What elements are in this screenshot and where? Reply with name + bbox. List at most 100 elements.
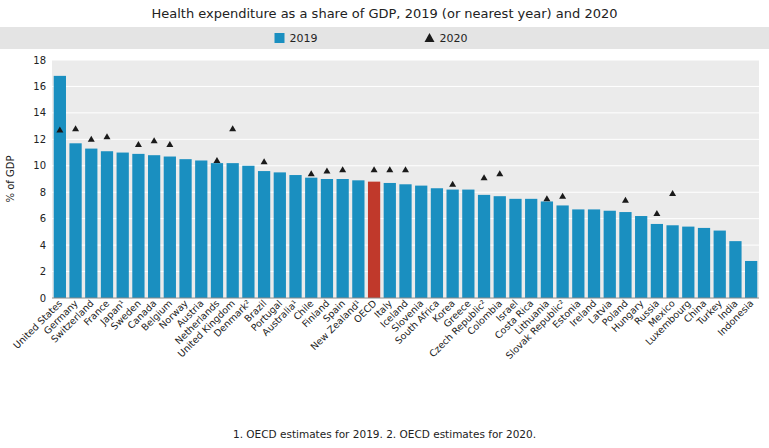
- legend-background: [0, 27, 769, 49]
- bar: [132, 154, 144, 298]
- series-bar: [54, 76, 758, 298]
- bar: [69, 143, 81, 298]
- marker: [622, 197, 629, 203]
- bar: [289, 175, 301, 298]
- y-axis-label: % of GDP: [5, 156, 16, 203]
- bar: [148, 155, 160, 298]
- bar: [321, 179, 333, 298]
- bar: [399, 184, 411, 298]
- marker: [559, 193, 566, 199]
- bar: [242, 166, 254, 298]
- bar: [305, 178, 317, 298]
- bar: [337, 179, 349, 298]
- bar: [604, 211, 616, 298]
- bar: [117, 153, 129, 298]
- grid-line: [52, 86, 759, 87]
- marker: [449, 181, 456, 187]
- bar: [556, 205, 568, 298]
- y-tick-label: 12: [33, 134, 46, 145]
- legend-label: 2020: [440, 32, 468, 45]
- marker: [669, 190, 676, 196]
- marker: [496, 170, 503, 176]
- grid-line: [52, 112, 759, 113]
- bar: [572, 209, 584, 298]
- marker: [213, 157, 220, 163]
- series-scatter: [56, 125, 676, 216]
- bar: [179, 159, 191, 298]
- marker: [166, 141, 173, 147]
- bar: [635, 216, 647, 298]
- x-tick-label: South Africa: [393, 298, 442, 347]
- bar: [431, 188, 443, 298]
- marker: [229, 125, 236, 131]
- bar: [101, 151, 113, 298]
- marker: [653, 210, 660, 216]
- y-tick-label: 8: [40, 187, 46, 198]
- bar: [368, 182, 380, 298]
- legend-swatch: [275, 33, 285, 43]
- bar: [274, 172, 286, 298]
- bar: [195, 160, 207, 298]
- footnote: 1. OECD estimates for 2019. 2. OECD esti…: [233, 428, 536, 440]
- chart: Health expenditure as a share of GDP, 20…: [0, 0, 769, 448]
- bar: [447, 190, 459, 298]
- marker: [308, 170, 315, 176]
- marker: [543, 195, 550, 201]
- bar: [494, 196, 506, 298]
- legend-swatch: [425, 33, 435, 42]
- bar: [682, 227, 694, 298]
- marker: [402, 166, 409, 172]
- x-tick-label: Luxembourg: [643, 298, 693, 348]
- bar: [211, 163, 223, 298]
- marks: [54, 76, 758, 298]
- bar: [729, 241, 741, 298]
- bar: [54, 76, 66, 298]
- bar: [619, 212, 631, 298]
- x-tick-label: New Zealand¹: [308, 298, 363, 353]
- marker: [323, 168, 330, 174]
- bar: [258, 171, 270, 298]
- y-tick-label: 18: [33, 55, 46, 66]
- marker: [339, 166, 346, 172]
- bar: [384, 183, 396, 298]
- marker: [56, 127, 63, 133]
- marker: [261, 158, 268, 164]
- bar: [525, 199, 537, 298]
- bar: [745, 261, 757, 298]
- bar: [85, 149, 97, 298]
- marker: [481, 174, 488, 180]
- y-tick-label: 4: [40, 240, 46, 251]
- bar: [478, 195, 490, 298]
- bar: [666, 225, 678, 298]
- legend: 2019 2020: [0, 27, 769, 49]
- marker: [88, 136, 95, 142]
- y-tick-label: 6: [40, 213, 46, 224]
- y-tick-label: 0: [40, 293, 46, 304]
- grid-line: [52, 60, 759, 61]
- bar: [651, 224, 663, 298]
- marker: [103, 133, 110, 139]
- bar: [714, 231, 726, 298]
- bar: [698, 228, 710, 298]
- marker: [386, 166, 393, 172]
- bar: [541, 201, 553, 298]
- bar: [588, 209, 600, 298]
- y-tick-label: 16: [33, 81, 46, 92]
- marker: [151, 137, 158, 143]
- marker: [72, 125, 79, 131]
- bar: [415, 186, 427, 298]
- marker: [135, 141, 142, 147]
- bar: [352, 180, 364, 298]
- y-tick-label: 10: [33, 160, 46, 171]
- legend-label: 2019: [290, 32, 318, 45]
- bar: [227, 163, 239, 298]
- x-tick-label: Indonesia: [715, 298, 755, 338]
- plot-background: [52, 60, 759, 298]
- grid: [52, 60, 759, 298]
- y-tick-label: 14: [33, 107, 46, 118]
- y-tick-label: 2: [40, 266, 46, 277]
- grid-line: [52, 139, 759, 140]
- marker: [371, 166, 378, 172]
- bar: [164, 157, 176, 298]
- bar: [509, 199, 521, 298]
